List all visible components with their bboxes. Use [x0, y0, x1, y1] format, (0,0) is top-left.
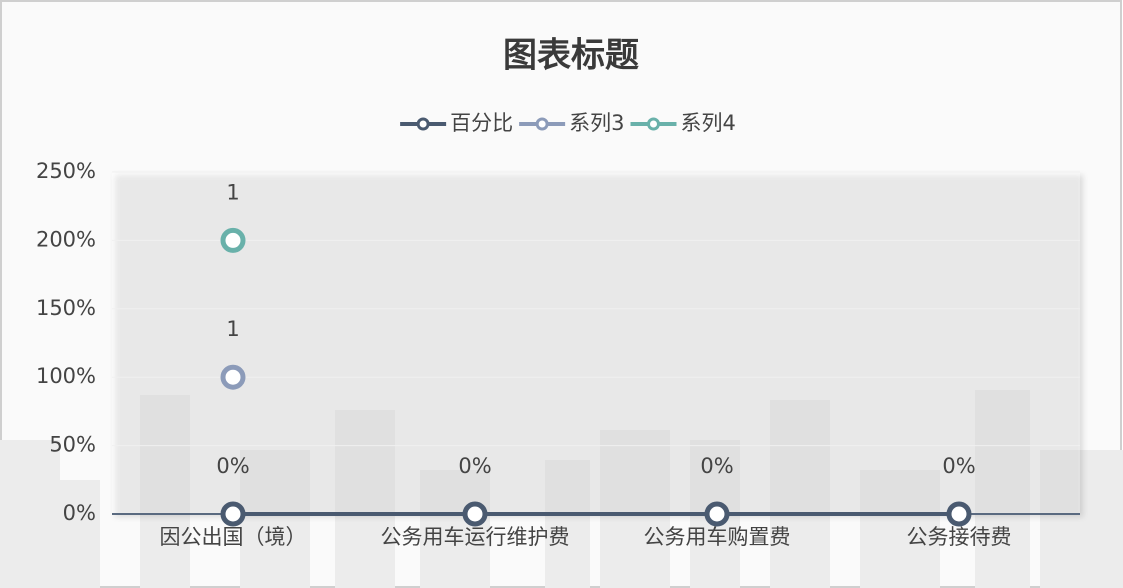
marker	[220, 227, 246, 253]
marker	[704, 501, 730, 527]
plot-area	[112, 172, 1080, 514]
marker	[220, 364, 246, 390]
legend-label: 系列3	[569, 111, 624, 135]
legend-label: 百分比	[450, 111, 513, 135]
legend: 百分比 系列3 系列4	[400, 111, 736, 135]
x-tick-label: 公务用车运行维护费	[381, 525, 570, 549]
legend-marker	[535, 117, 549, 131]
data-label: 1	[226, 317, 239, 341]
data-label: 1	[226, 180, 239, 204]
legend-marker	[416, 117, 430, 131]
data-label: 0%	[458, 454, 491, 478]
x-tick-label: 公务用车购置费	[644, 525, 791, 549]
y-tick-label: 100%	[36, 364, 96, 388]
legend-marker	[647, 117, 660, 131]
skyline	[0, 390, 1123, 588]
marker	[220, 501, 246, 527]
marker	[946, 501, 972, 527]
data-label: 0%	[700, 454, 733, 478]
data-label: 0%	[942, 454, 975, 478]
legend-label: 系列4	[681, 111, 736, 135]
x-tick-label: 公务接待费	[907, 525, 1012, 549]
y-tick-label: 200%	[36, 227, 96, 251]
x-tick-label: 因公出国（境）	[160, 525, 307, 549]
marker	[462, 501, 488, 527]
y-tick-label: 150%	[36, 296, 96, 320]
chart-title: 图表标题	[503, 36, 639, 76]
y-tick-label: 0%	[63, 501, 96, 525]
y-tick-label: 50%	[49, 433, 96, 457]
data-label: 0%	[216, 454, 249, 478]
y-tick-label: 250%	[36, 159, 96, 183]
